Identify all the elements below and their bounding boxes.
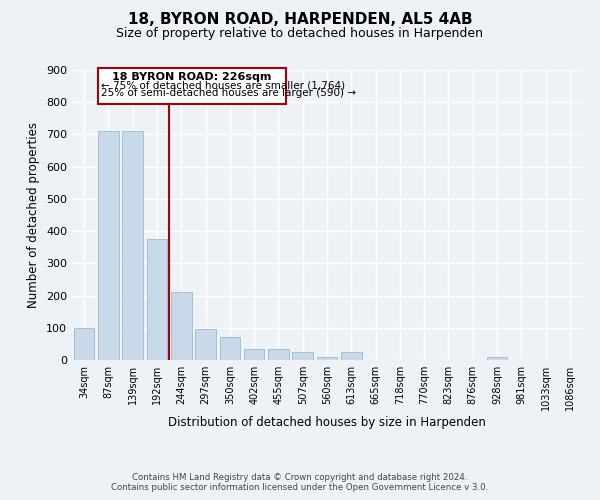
Text: 18, BYRON ROAD, HARPENDEN, AL5 4AB: 18, BYRON ROAD, HARPENDEN, AL5 4AB [128, 12, 472, 28]
Text: ← 75% of detached houses are smaller (1,764): ← 75% of detached houses are smaller (1,… [101, 80, 345, 90]
Bar [341, 352, 362, 360]
X-axis label: Distribution of detached houses by size in Harpenden: Distribution of detached houses by size … [168, 416, 486, 428]
Bar [487, 357, 508, 360]
Text: Size of property relative to detached houses in Harpenden: Size of property relative to detached ho… [116, 28, 484, 40]
Text: 25% of semi-detached houses are larger (590) →: 25% of semi-detached houses are larger (… [101, 88, 356, 98]
Bar [220, 337, 240, 360]
Bar [268, 348, 289, 360]
Bar [244, 348, 265, 360]
FancyBboxPatch shape [97, 68, 286, 104]
Bar [98, 131, 119, 360]
Bar [122, 131, 143, 360]
Bar [195, 330, 216, 360]
Y-axis label: Number of detached properties: Number of detached properties [28, 122, 40, 308]
Bar [292, 352, 313, 360]
Bar [146, 239, 167, 360]
Bar [171, 292, 191, 360]
Bar [74, 328, 94, 360]
Text: Contains HM Land Registry data © Crown copyright and database right 2024.
Contai: Contains HM Land Registry data © Crown c… [112, 473, 488, 492]
Text: 18 BYRON ROAD: 226sqm: 18 BYRON ROAD: 226sqm [112, 72, 271, 83]
Bar [317, 357, 337, 360]
